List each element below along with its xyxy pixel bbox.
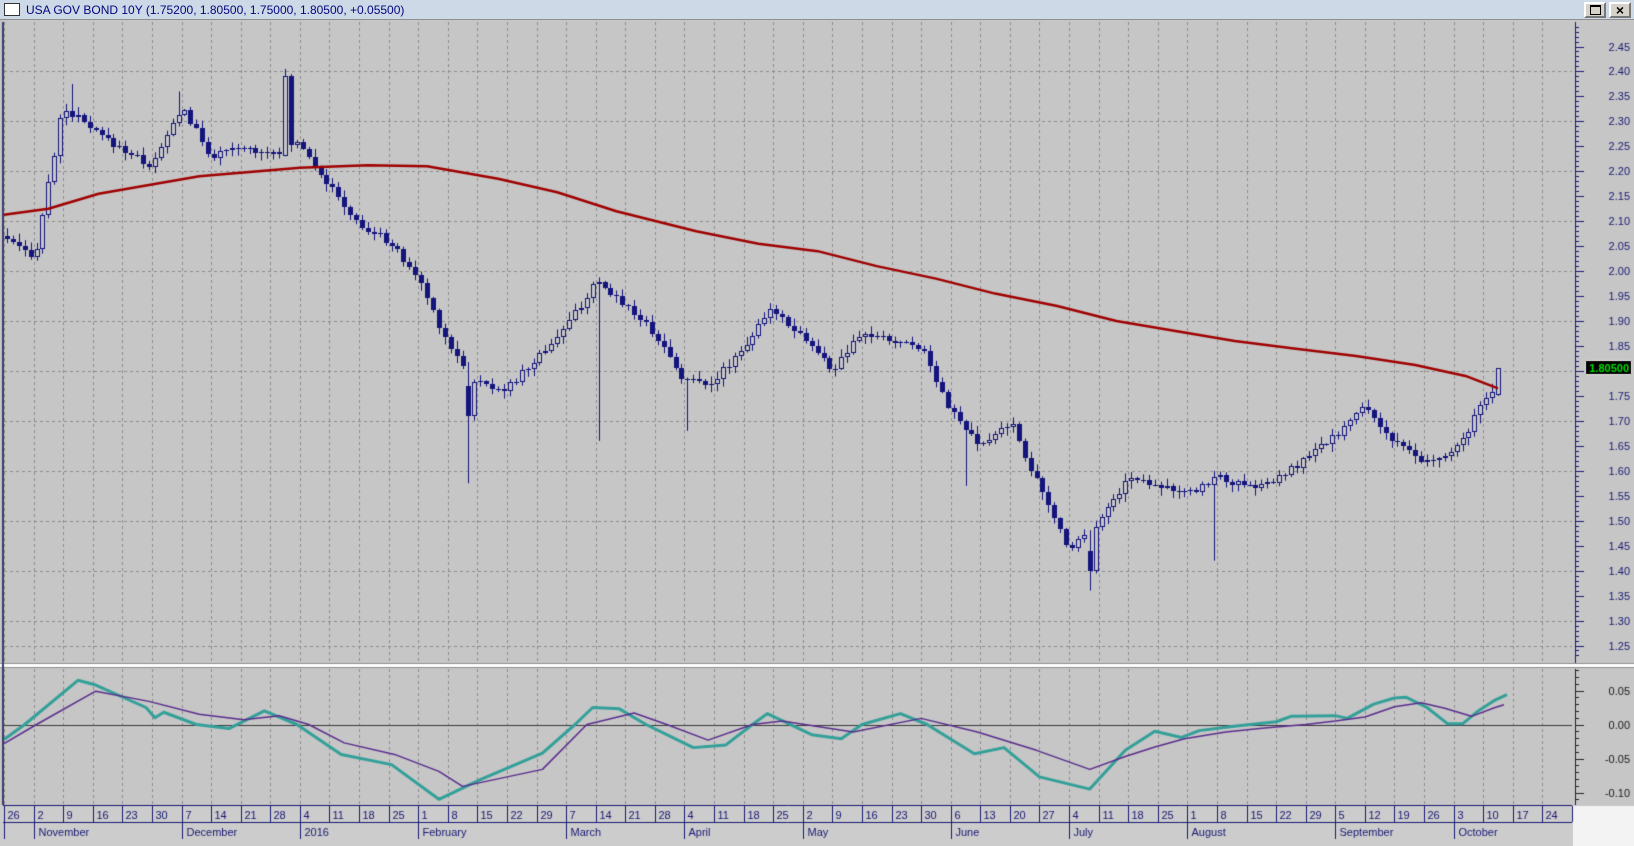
window-title: USA GOV BOND 10Y (1.75200, 1.80500, 1.75… (26, 2, 405, 17)
price-chart-canvas[interactable] (0, 20, 1634, 846)
window-icon (4, 3, 20, 16)
title-bar[interactable]: USA GOV BOND 10Y (1.75200, 1.80500, 1.75… (0, 0, 1634, 20)
close-button[interactable]: × (1609, 1, 1631, 18)
maximize-button[interactable] (1584, 1, 1606, 18)
close-icon: × (1615, 1, 1625, 18)
maximize-icon (1589, 4, 1601, 15)
